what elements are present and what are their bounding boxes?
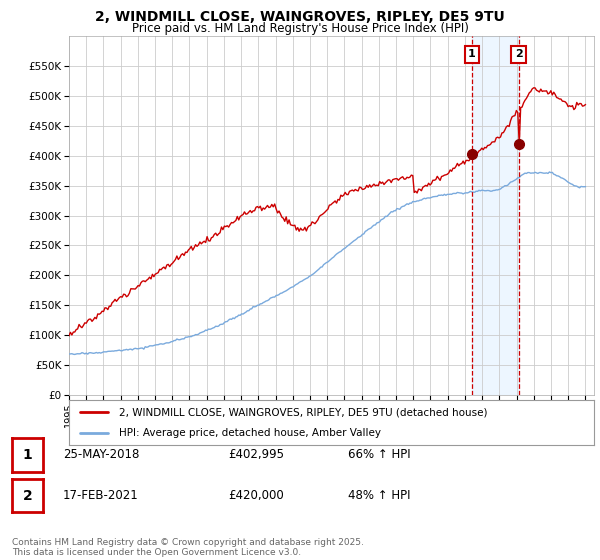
Text: 2: 2 <box>23 488 32 503</box>
Text: 66% ↑ HPI: 66% ↑ HPI <box>348 448 410 461</box>
Text: Contains HM Land Registry data © Crown copyright and database right 2025.
This d: Contains HM Land Registry data © Crown c… <box>12 538 364 557</box>
Text: £420,000: £420,000 <box>228 489 284 502</box>
Text: HPI: Average price, detached house, Amber Valley: HPI: Average price, detached house, Ambe… <box>119 428 381 438</box>
Text: 48% ↑ HPI: 48% ↑ HPI <box>348 489 410 502</box>
Text: 17-FEB-2021: 17-FEB-2021 <box>63 489 139 502</box>
Text: 1: 1 <box>23 448 32 461</box>
Text: Price paid vs. HM Land Registry's House Price Index (HPI): Price paid vs. HM Land Registry's House … <box>131 22 469 35</box>
Text: £402,995: £402,995 <box>228 448 284 461</box>
Text: 2: 2 <box>515 49 523 59</box>
Text: 2, WINDMILL CLOSE, WAINGROVES, RIPLEY, DE5 9TU (detached house): 2, WINDMILL CLOSE, WAINGROVES, RIPLEY, D… <box>119 408 487 418</box>
Text: 25-MAY-2018: 25-MAY-2018 <box>63 448 139 461</box>
Bar <box>472 36 518 395</box>
Text: 1: 1 <box>468 49 476 59</box>
Text: 2, WINDMILL CLOSE, WAINGROVES, RIPLEY, DE5 9TU: 2, WINDMILL CLOSE, WAINGROVES, RIPLEY, D… <box>95 10 505 24</box>
